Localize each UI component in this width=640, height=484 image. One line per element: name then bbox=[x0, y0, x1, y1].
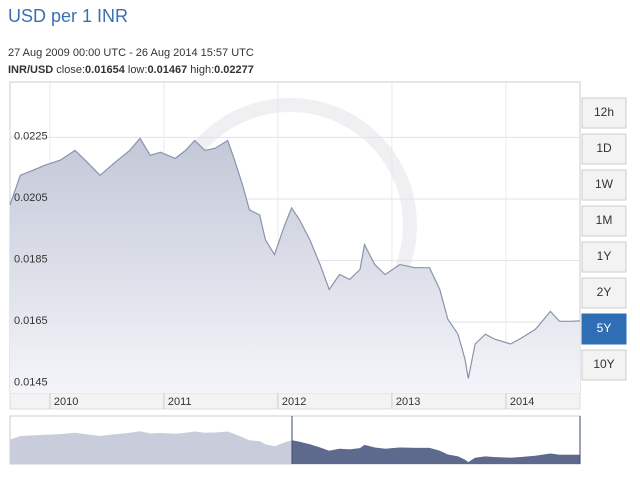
line bbox=[9, 137, 581, 379]
x-tick-label: 2013 bbox=[396, 396, 420, 408]
range-button-label[interactable]: 1Y bbox=[597, 249, 612, 263]
range-button-label[interactable]: 2Y bbox=[597, 285, 612, 299]
range-button-bg[interactable] bbox=[581, 313, 627, 345]
range-button-label[interactable]: 1D bbox=[596, 141, 612, 155]
area bbox=[10, 138, 580, 393]
x-tick-label: 2014 bbox=[510, 396, 534, 408]
stat-value: 0.02277 bbox=[214, 64, 254, 76]
range-button[interactable]: 12h bbox=[581, 97, 627, 129]
range-button[interactable]: 5Y bbox=[581, 313, 627, 345]
date-range: 27 Aug 2009 00:00 UTC - 26 Aug 2014 15:5… bbox=[8, 47, 254, 59]
range-button-label[interactable]: 1W bbox=[595, 177, 614, 191]
range-button-label[interactable]: 5Y bbox=[597, 321, 612, 335]
navigator-selected bbox=[292, 440, 580, 464]
range-button-label[interactable]: 12h bbox=[594, 105, 614, 119]
stats: INR/USD close:0.01654 low:0.01467 high:0… bbox=[8, 64, 254, 76]
y-tick-label: 0.0185 bbox=[14, 254, 48, 266]
range-button-bg[interactable] bbox=[581, 241, 627, 273]
y-tick-label: 0.0205 bbox=[14, 192, 48, 204]
y-tick-label: 0.0145 bbox=[14, 377, 48, 389]
range-button-label[interactable]: 1M bbox=[596, 213, 613, 227]
range-button[interactable]: 2Y bbox=[581, 277, 627, 309]
range-button-label[interactable]: 10Y bbox=[593, 357, 614, 371]
stat-value: 0.01654 bbox=[85, 64, 125, 76]
range-button[interactable]: 1W bbox=[581, 169, 627, 201]
x-tick-label: 2012 bbox=[282, 396, 306, 408]
x-tick-label: 2010 bbox=[54, 396, 78, 408]
range-button-bg[interactable] bbox=[581, 133, 627, 165]
stat-label: high: bbox=[190, 64, 215, 76]
stat-label: low: bbox=[127, 64, 148, 76]
range-button-bg[interactable] bbox=[581, 277, 627, 309]
range-button-bg[interactable] bbox=[581, 97, 627, 129]
range-button-bg[interactable] bbox=[581, 169, 627, 201]
y-tick-label: 0.0165 bbox=[14, 315, 48, 327]
stat-label: close: bbox=[56, 64, 86, 76]
pair: INR/USD bbox=[8, 64, 54, 76]
title: USD per 1 INR bbox=[8, 6, 129, 26]
stat-value: 0.01467 bbox=[147, 64, 188, 76]
range-button[interactable]: 10Y bbox=[581, 349, 627, 381]
range-button-bg[interactable] bbox=[581, 349, 627, 381]
range-button[interactable]: 1Y bbox=[581, 241, 627, 273]
range-button[interactable]: 1D bbox=[581, 133, 627, 165]
range-button-bg[interactable] bbox=[581, 205, 627, 237]
x-tick-label: 2011 bbox=[168, 396, 192, 408]
range-button[interactable]: 1M bbox=[581, 205, 627, 237]
y-tick-label: 0.0225 bbox=[14, 130, 48, 142]
